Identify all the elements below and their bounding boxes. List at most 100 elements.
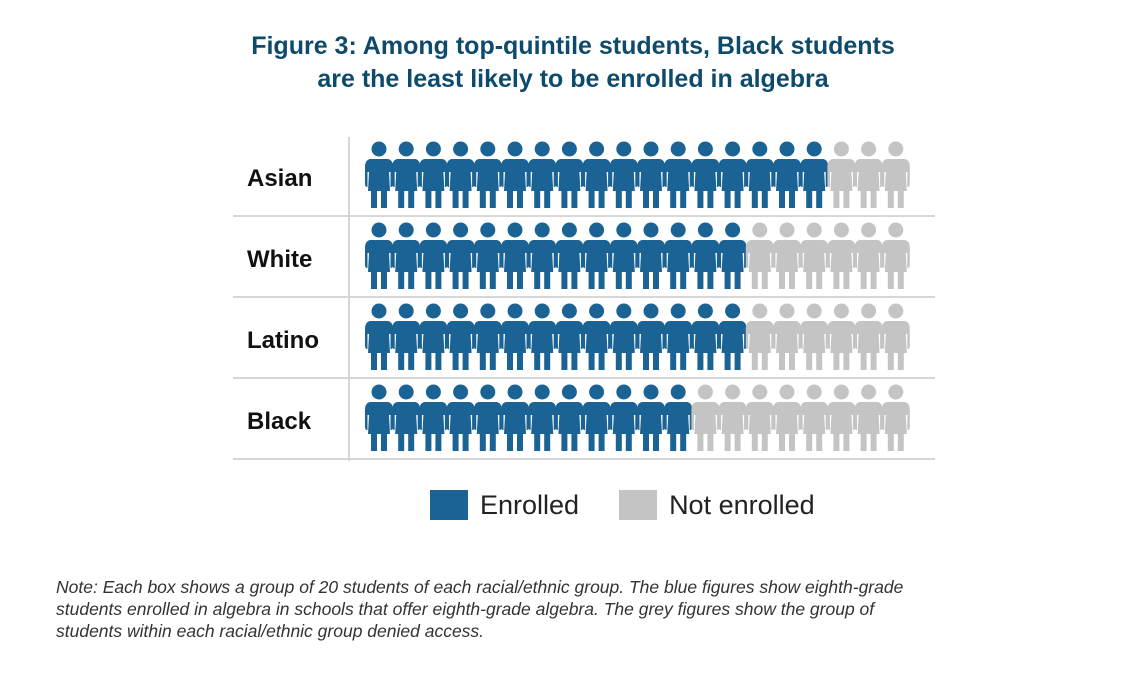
- legend-item-not-enrolled: Not enrolled: [619, 490, 815, 521]
- person-icon-not-enrolled: [854, 384, 883, 451]
- chart-row-asian: Asian: [233, 141, 935, 217]
- person-icon-enrolled: [501, 303, 529, 370]
- person-icon-enrolled: [637, 384, 665, 451]
- legend-label-enrolled: Enrolled: [480, 489, 580, 520]
- category-label: Black: [247, 408, 312, 435]
- person-icon-not-enrolled: [881, 222, 910, 289]
- person-icon-enrolled: [365, 141, 393, 208]
- person-icon-enrolled: [419, 222, 448, 289]
- person-icon-enrolled: [392, 222, 421, 289]
- person-icon-not-enrolled: [881, 384, 910, 451]
- person-icon-not-enrolled: [854, 141, 883, 208]
- person-icon-enrolled: [718, 222, 747, 289]
- chart-row-white: White: [233, 222, 935, 298]
- person-icon-enrolled: [501, 141, 529, 208]
- person-icon-enrolled: [609, 222, 638, 289]
- person-icon-enrolled: [637, 222, 665, 289]
- person-icon-not-enrolled: [745, 222, 774, 289]
- person-icon-enrolled: [800, 141, 829, 208]
- person-icon-enrolled: [609, 303, 638, 370]
- person-icon-not-enrolled: [800, 384, 829, 451]
- person-icon-enrolled: [555, 384, 584, 451]
- person-icon-enrolled: [419, 384, 448, 451]
- person-icon-enrolled: [555, 222, 584, 289]
- person-icon-enrolled: [718, 141, 747, 208]
- person-icon-not-enrolled: [691, 384, 720, 451]
- chart-title: Figure 3: Among top-quintile students, B…: [0, 30, 1146, 96]
- person-icon-enrolled: [392, 303, 421, 370]
- person-icon-enrolled: [609, 384, 638, 451]
- person-icon-enrolled: [365, 303, 393, 370]
- person-icon-not-enrolled: [745, 384, 774, 451]
- person-icon-not-enrolled: [827, 141, 856, 208]
- person-icon-enrolled: [446, 303, 475, 370]
- person-icon-not-enrolled: [827, 222, 856, 289]
- person-icon-not-enrolled: [773, 222, 801, 289]
- chart-row-black: Black: [233, 384, 935, 460]
- person-icon-enrolled: [609, 141, 638, 208]
- person-icon-enrolled: [528, 384, 557, 451]
- person-icon-not-enrolled: [881, 303, 910, 370]
- person-icon-enrolled: [582, 222, 611, 289]
- legend-swatch-enrolled: [430, 490, 468, 520]
- person-icon-enrolled: [637, 303, 665, 370]
- person-icon-not-enrolled: [827, 384, 856, 451]
- person-icon-enrolled: [691, 222, 720, 289]
- person-icon-enrolled: [582, 141, 611, 208]
- person-icon-enrolled: [473, 384, 502, 451]
- person-icon-not-enrolled: [773, 303, 801, 370]
- chart-legend: Enrolled Not enrolled: [430, 488, 855, 522]
- person-icon-enrolled: [365, 222, 393, 289]
- person-icon-not-enrolled: [718, 384, 747, 451]
- chart-note: Note: Each box shows a group of 20 stude…: [56, 576, 1116, 642]
- chart-title-line-2: are the least likely to be enrolled in a…: [317, 65, 829, 93]
- person-icon-enrolled: [528, 222, 557, 289]
- person-icon-enrolled: [664, 222, 693, 289]
- category-label: Asian: [247, 165, 312, 192]
- note-line-2: students enrolled in algebra in schools …: [56, 599, 875, 619]
- person-icon-enrolled: [501, 384, 529, 451]
- person-icon-enrolled: [419, 141, 448, 208]
- category-label: Latino: [247, 327, 319, 354]
- person-icon-not-enrolled: [773, 384, 801, 451]
- person-icon-enrolled: [365, 384, 393, 451]
- person-icon-enrolled: [555, 141, 584, 208]
- person-icon-enrolled: [446, 141, 475, 208]
- person-icon-enrolled: [446, 384, 475, 451]
- person-icon-enrolled: [528, 141, 557, 208]
- person-icon-enrolled: [773, 141, 801, 208]
- person-icon-not-enrolled: [881, 141, 910, 208]
- person-icon-enrolled: [691, 303, 720, 370]
- person-icon-enrolled: [392, 141, 421, 208]
- person-icon-enrolled: [473, 141, 502, 208]
- legend-item-enrolled: Enrolled: [430, 490, 579, 521]
- legend-swatch-not-enrolled: [619, 490, 658, 520]
- person-icon-enrolled: [473, 303, 502, 370]
- person-icon-not-enrolled: [854, 303, 883, 370]
- category-label: White: [247, 246, 312, 273]
- person-icon-enrolled: [691, 141, 720, 208]
- legend-label-not-enrolled: Not enrolled: [669, 489, 815, 520]
- chart-title-line-1: Figure 3: Among top-quintile students, B…: [251, 32, 895, 60]
- person-icon-enrolled: [446, 222, 475, 289]
- person-icon-not-enrolled: [827, 303, 856, 370]
- person-icon-not-enrolled: [854, 222, 883, 289]
- note-line-3: students within each racial/ethnic group…: [56, 621, 485, 641]
- chart-row-latino: Latino: [233, 303, 935, 379]
- person-icon-enrolled: [473, 222, 502, 289]
- person-icon-not-enrolled: [745, 303, 774, 370]
- note-line-1: Note: Each box shows a group of 20 stude…: [56, 577, 904, 597]
- person-icon-enrolled: [745, 141, 774, 208]
- person-icon-enrolled: [582, 303, 611, 370]
- person-icon-enrolled: [664, 141, 693, 208]
- person-icon-enrolled: [664, 384, 693, 451]
- person-icon-enrolled: [664, 303, 693, 370]
- person-icon-enrolled: [419, 303, 448, 370]
- person-icon-not-enrolled: [800, 222, 829, 289]
- person-icon-enrolled: [501, 222, 529, 289]
- person-icon-not-enrolled: [800, 303, 829, 370]
- person-icon-enrolled: [718, 303, 747, 370]
- person-icon-enrolled: [555, 303, 584, 370]
- person-icon-enrolled: [392, 384, 421, 451]
